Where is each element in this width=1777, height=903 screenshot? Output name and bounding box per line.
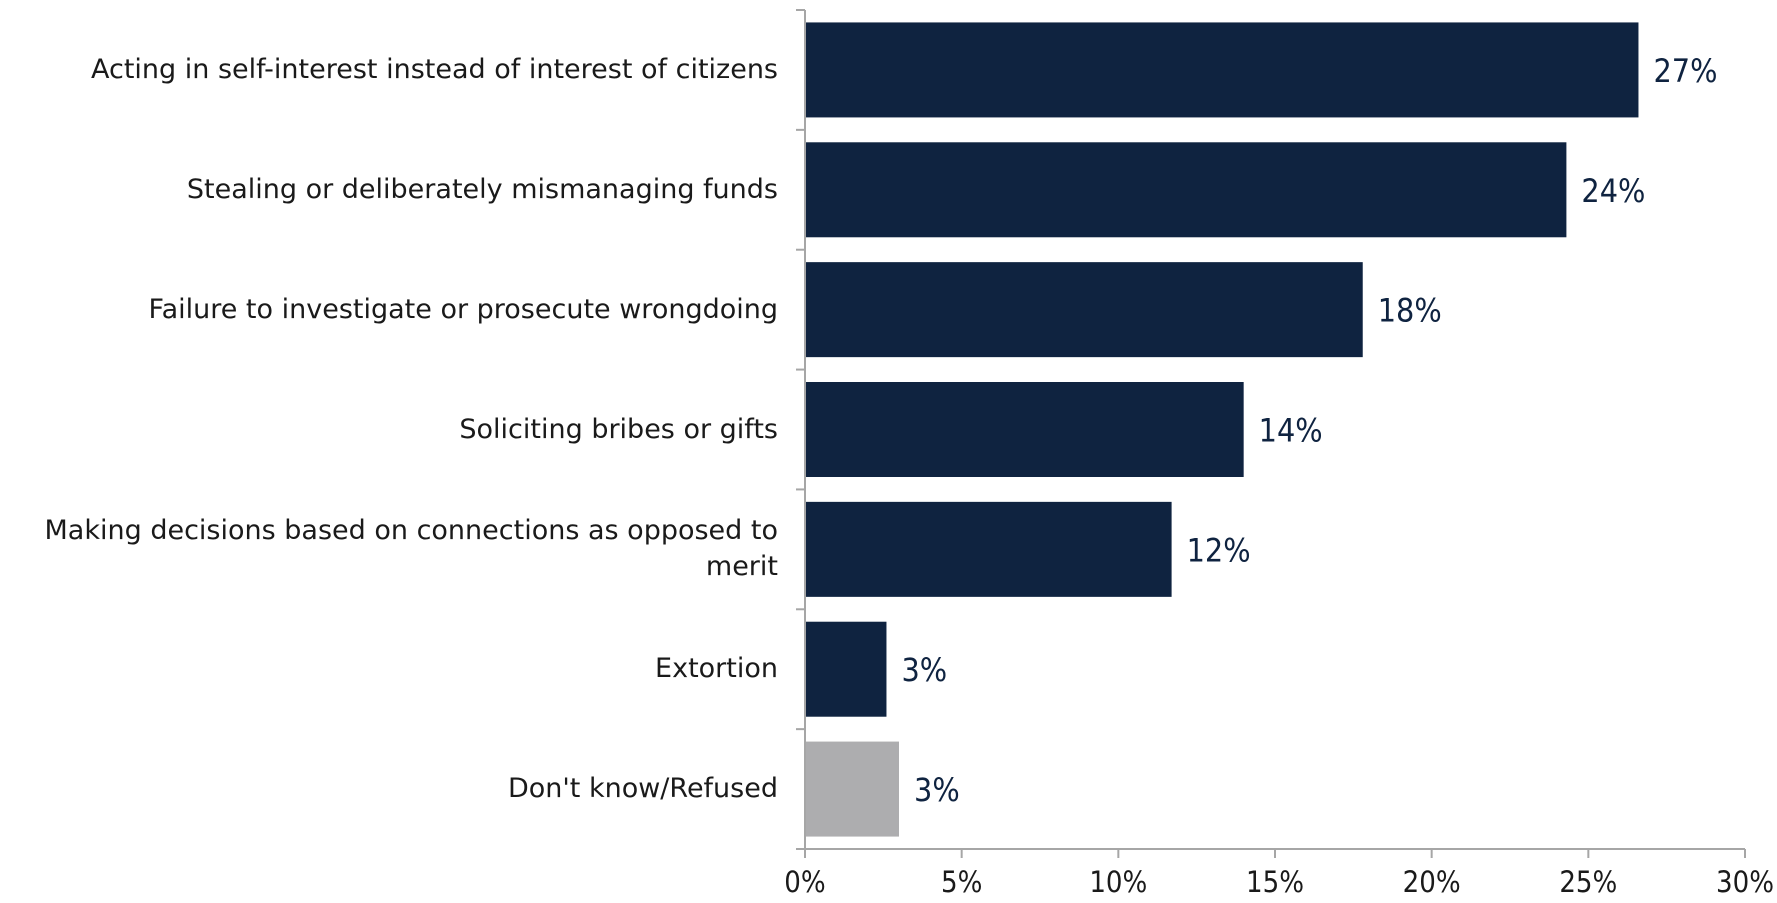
- category-label: Stealing or deliberately mismanaging fun…: [186, 173, 778, 205]
- x-tick-label: 0%: [784, 865, 825, 899]
- x-tick-label: 30%: [1716, 865, 1774, 899]
- x-tick-label: 10%: [1089, 865, 1147, 899]
- category-label: Don't know/Refused: [507, 773, 778, 805]
- bar: [805, 142, 1567, 238]
- x-tick-label: 20%: [1403, 865, 1461, 899]
- bar: [805, 382, 1244, 477]
- bar: [805, 22, 1639, 118]
- data-label: 3%: [901, 651, 947, 689]
- category-label: Failure to investigate or prosecute wron…: [148, 293, 778, 325]
- category-label: Soliciting bribes or gifts: [459, 413, 778, 445]
- x-tick-label: 25%: [1559, 865, 1617, 899]
- category-label: Acting in self-interest instead of inter…: [91, 53, 778, 85]
- category-label: Extortion: [655, 653, 778, 685]
- data-label: 3%: [914, 771, 960, 809]
- category-label: Making decisions based on connections as…: [44, 515, 778, 583]
- x-tick-label: 5%: [941, 865, 982, 899]
- bar: [805, 501, 1172, 597]
- bar: [805, 741, 899, 837]
- data-label: 18%: [1378, 292, 1442, 330]
- bar: [805, 262, 1363, 358]
- x-tick-label: 15%: [1246, 865, 1304, 899]
- bar: [805, 621, 887, 717]
- data-label: 14%: [1259, 412, 1323, 450]
- data-label: 27%: [1653, 52, 1717, 90]
- data-label: 12%: [1187, 531, 1251, 569]
- data-label: 24%: [1581, 172, 1645, 210]
